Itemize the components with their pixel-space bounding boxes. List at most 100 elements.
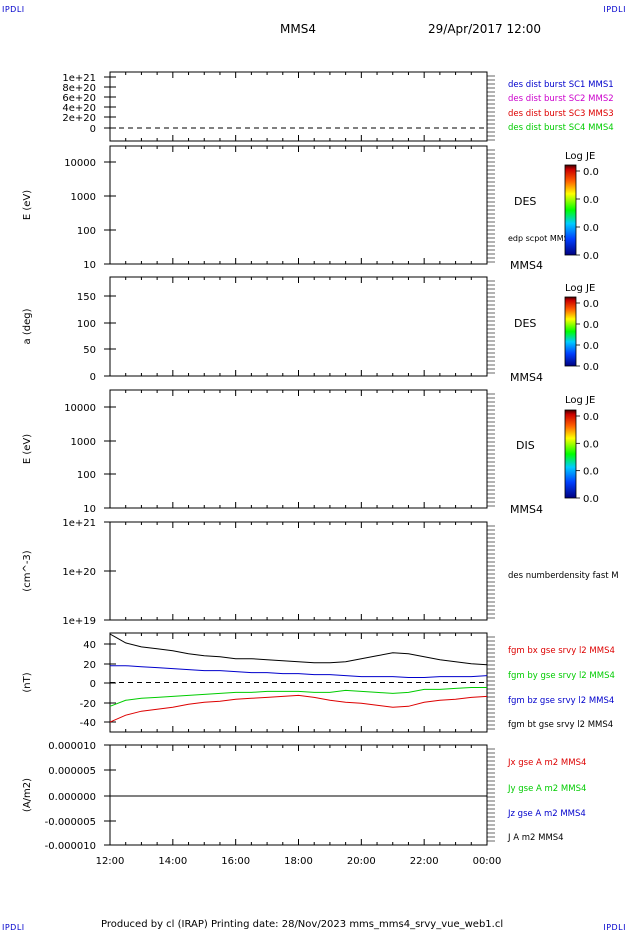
- y-tick-label: 0.000010: [48, 741, 96, 752]
- time-tick-label: 12:00: [96, 856, 125, 867]
- corner-mark-top-left: IPDLI: [2, 5, 25, 14]
- panel-frame: [109, 145, 488, 265]
- series-line-3: [110, 665, 488, 678]
- y-tick-label: 0: [90, 372, 96, 383]
- y-tick-label: 4e+20: [62, 103, 96, 114]
- corner-mark-bottom-left: IPDLI: [2, 923, 25, 932]
- y-tick-label: 0: [90, 124, 96, 135]
- instrument-label: DES: [514, 317, 536, 330]
- series-line-4: [109, 633, 488, 666]
- colorbar-title: Log JE: [565, 283, 595, 294]
- y-tick-label: 6e+20: [62, 93, 96, 104]
- footer-credits: Produced by cl (IRAP) Printing date: 28/…: [101, 919, 504, 930]
- panel-frame: [109, 744, 488, 846]
- colorbar-tick-label: 0.0: [583, 412, 599, 423]
- colorbar-tick-label: 0.0: [583, 439, 599, 450]
- y-tick-label: 40: [83, 640, 96, 651]
- corner-mark-top-right: IPDLI: [603, 5, 626, 14]
- time-tick-label: 00:00: [473, 856, 502, 867]
- time-tick-label: 18:00: [284, 856, 313, 867]
- y-axis-label: E (eV): [22, 190, 33, 220]
- colorbar-tick-label: 0.0: [583, 195, 599, 206]
- colorbar: [564, 409, 577, 499]
- legend-entry: Jy gse A m2 MMS4: [507, 784, 586, 794]
- y-tick-label: 1000: [71, 437, 96, 448]
- y-tick-label: -0.000005: [45, 817, 96, 828]
- legend-entry: des numberdensity fast M: [508, 571, 619, 581]
- legend-entry: Jx gse A m2 MMS4: [507, 758, 586, 768]
- y-tick-label: 100: [77, 319, 96, 330]
- panel-frame: [109, 521, 488, 621]
- y-tick-label: 1e+21: [62, 518, 96, 529]
- y-axis-label: (cm^-3): [22, 550, 33, 591]
- legend-entry: des dist burst SC4 MMS4: [508, 123, 614, 133]
- y-tick-label: 1e+20: [62, 567, 96, 578]
- colorbar-tick-label: 0.0: [583, 341, 599, 352]
- time-tick-label: 20:00: [347, 856, 376, 867]
- spacecraft-title: MMS4: [280, 22, 316, 36]
- y-tick-label: 10000: [64, 158, 96, 169]
- colorbar-title: Log JE: [565, 395, 595, 406]
- legend-entry: fgm bx gse srvy l2 MMS4: [508, 646, 615, 656]
- spacecraft-label: MMS4: [510, 371, 543, 384]
- instrument-label: DES: [514, 195, 536, 208]
- y-tick-label: 2e+20: [62, 113, 96, 124]
- extra-series-label: edp scpot MMS4: [508, 234, 574, 243]
- colorbar-tick-label: 0.0: [583, 299, 599, 310]
- y-tick-label: 20: [83, 660, 96, 671]
- time-tick-label: 16:00: [221, 856, 250, 867]
- legend-entry: fgm bz gse srvy l2 MMS4: [508, 696, 614, 706]
- y-tick-label: 150: [77, 292, 96, 303]
- y-tick-label: 1000: [71, 192, 96, 203]
- y-tick-label: 10: [83, 260, 96, 271]
- colorbar-tick-label: 0.0: [583, 494, 599, 505]
- spacecraft-label: MMS4: [510, 259, 543, 272]
- y-axis-label: (nT): [22, 672, 33, 692]
- instrument-label: DIS: [516, 439, 535, 452]
- time-tick-label: 14:00: [158, 856, 187, 867]
- y-tick-label: 1e+21: [62, 73, 96, 84]
- legend-entry: Jz gse A m2 MMS4: [507, 809, 586, 819]
- colorbar-title: Log JE: [565, 151, 595, 162]
- colorbar-tick-label: 0.0: [583, 467, 599, 478]
- plot-datetime: 29/Apr/2017 12:00: [428, 22, 542, 36]
- legend-entry: des dist burst SC1 MMS1: [508, 80, 614, 90]
- colorbar-tick-label: 0.0: [583, 223, 599, 234]
- corner-mark-bottom-right: IPDLI: [603, 923, 626, 932]
- y-tick-label: 50: [83, 345, 96, 356]
- legend-entry: des dist burst SC3 MMS3: [508, 109, 614, 119]
- colorbar-tick-label: 0.0: [583, 362, 599, 373]
- y-tick-label: -40: [80, 718, 96, 729]
- series-line-1: [109, 694, 488, 723]
- colorbar-tick-label: 0.0: [583, 320, 599, 331]
- legend-entry: fgm bt gse srvy l2 MMS4: [508, 720, 613, 730]
- panel-frame: [109, 389, 488, 509]
- y-axis-label: a (deg): [22, 308, 33, 344]
- time-tick-label: 22:00: [410, 856, 439, 867]
- y-tick-label: 10: [83, 504, 96, 515]
- panel-frame: [109, 276, 488, 377]
- y-tick-label: -20: [80, 699, 96, 710]
- y-tick-label: 0: [90, 679, 96, 690]
- series-line-2: [109, 687, 487, 707]
- y-tick-label: 100: [77, 470, 96, 481]
- legend-entry: fgm by gse srvy l2 MMS4: [508, 671, 615, 681]
- y-tick-label: 100: [77, 226, 96, 237]
- y-tick-label: 10000: [64, 403, 96, 414]
- colorbar: [564, 296, 577, 367]
- colorbar: [564, 164, 577, 256]
- y-tick-label: 8e+20: [62, 83, 96, 94]
- colorbar-tick-label: 0.0: [583, 167, 599, 178]
- legend-entry: des dist burst SC2 MMS2: [508, 94, 614, 104]
- y-tick-label: 0.000005: [48, 766, 96, 777]
- panel-frame: [109, 71, 488, 142]
- y-axis-label: (A/m2): [22, 778, 33, 812]
- y-tick-label: 1e+19: [62, 616, 96, 627]
- y-tick-label: -0.000010: [45, 841, 96, 852]
- y-axis-label: E (eV): [22, 434, 33, 464]
- legend-entry: J A m2 MMS4: [507, 833, 564, 843]
- y-tick-label: 0.000000: [48, 792, 96, 803]
- colorbar-tick-label: 0.0: [583, 251, 599, 262]
- spacecraft-label: MMS4: [510, 503, 543, 516]
